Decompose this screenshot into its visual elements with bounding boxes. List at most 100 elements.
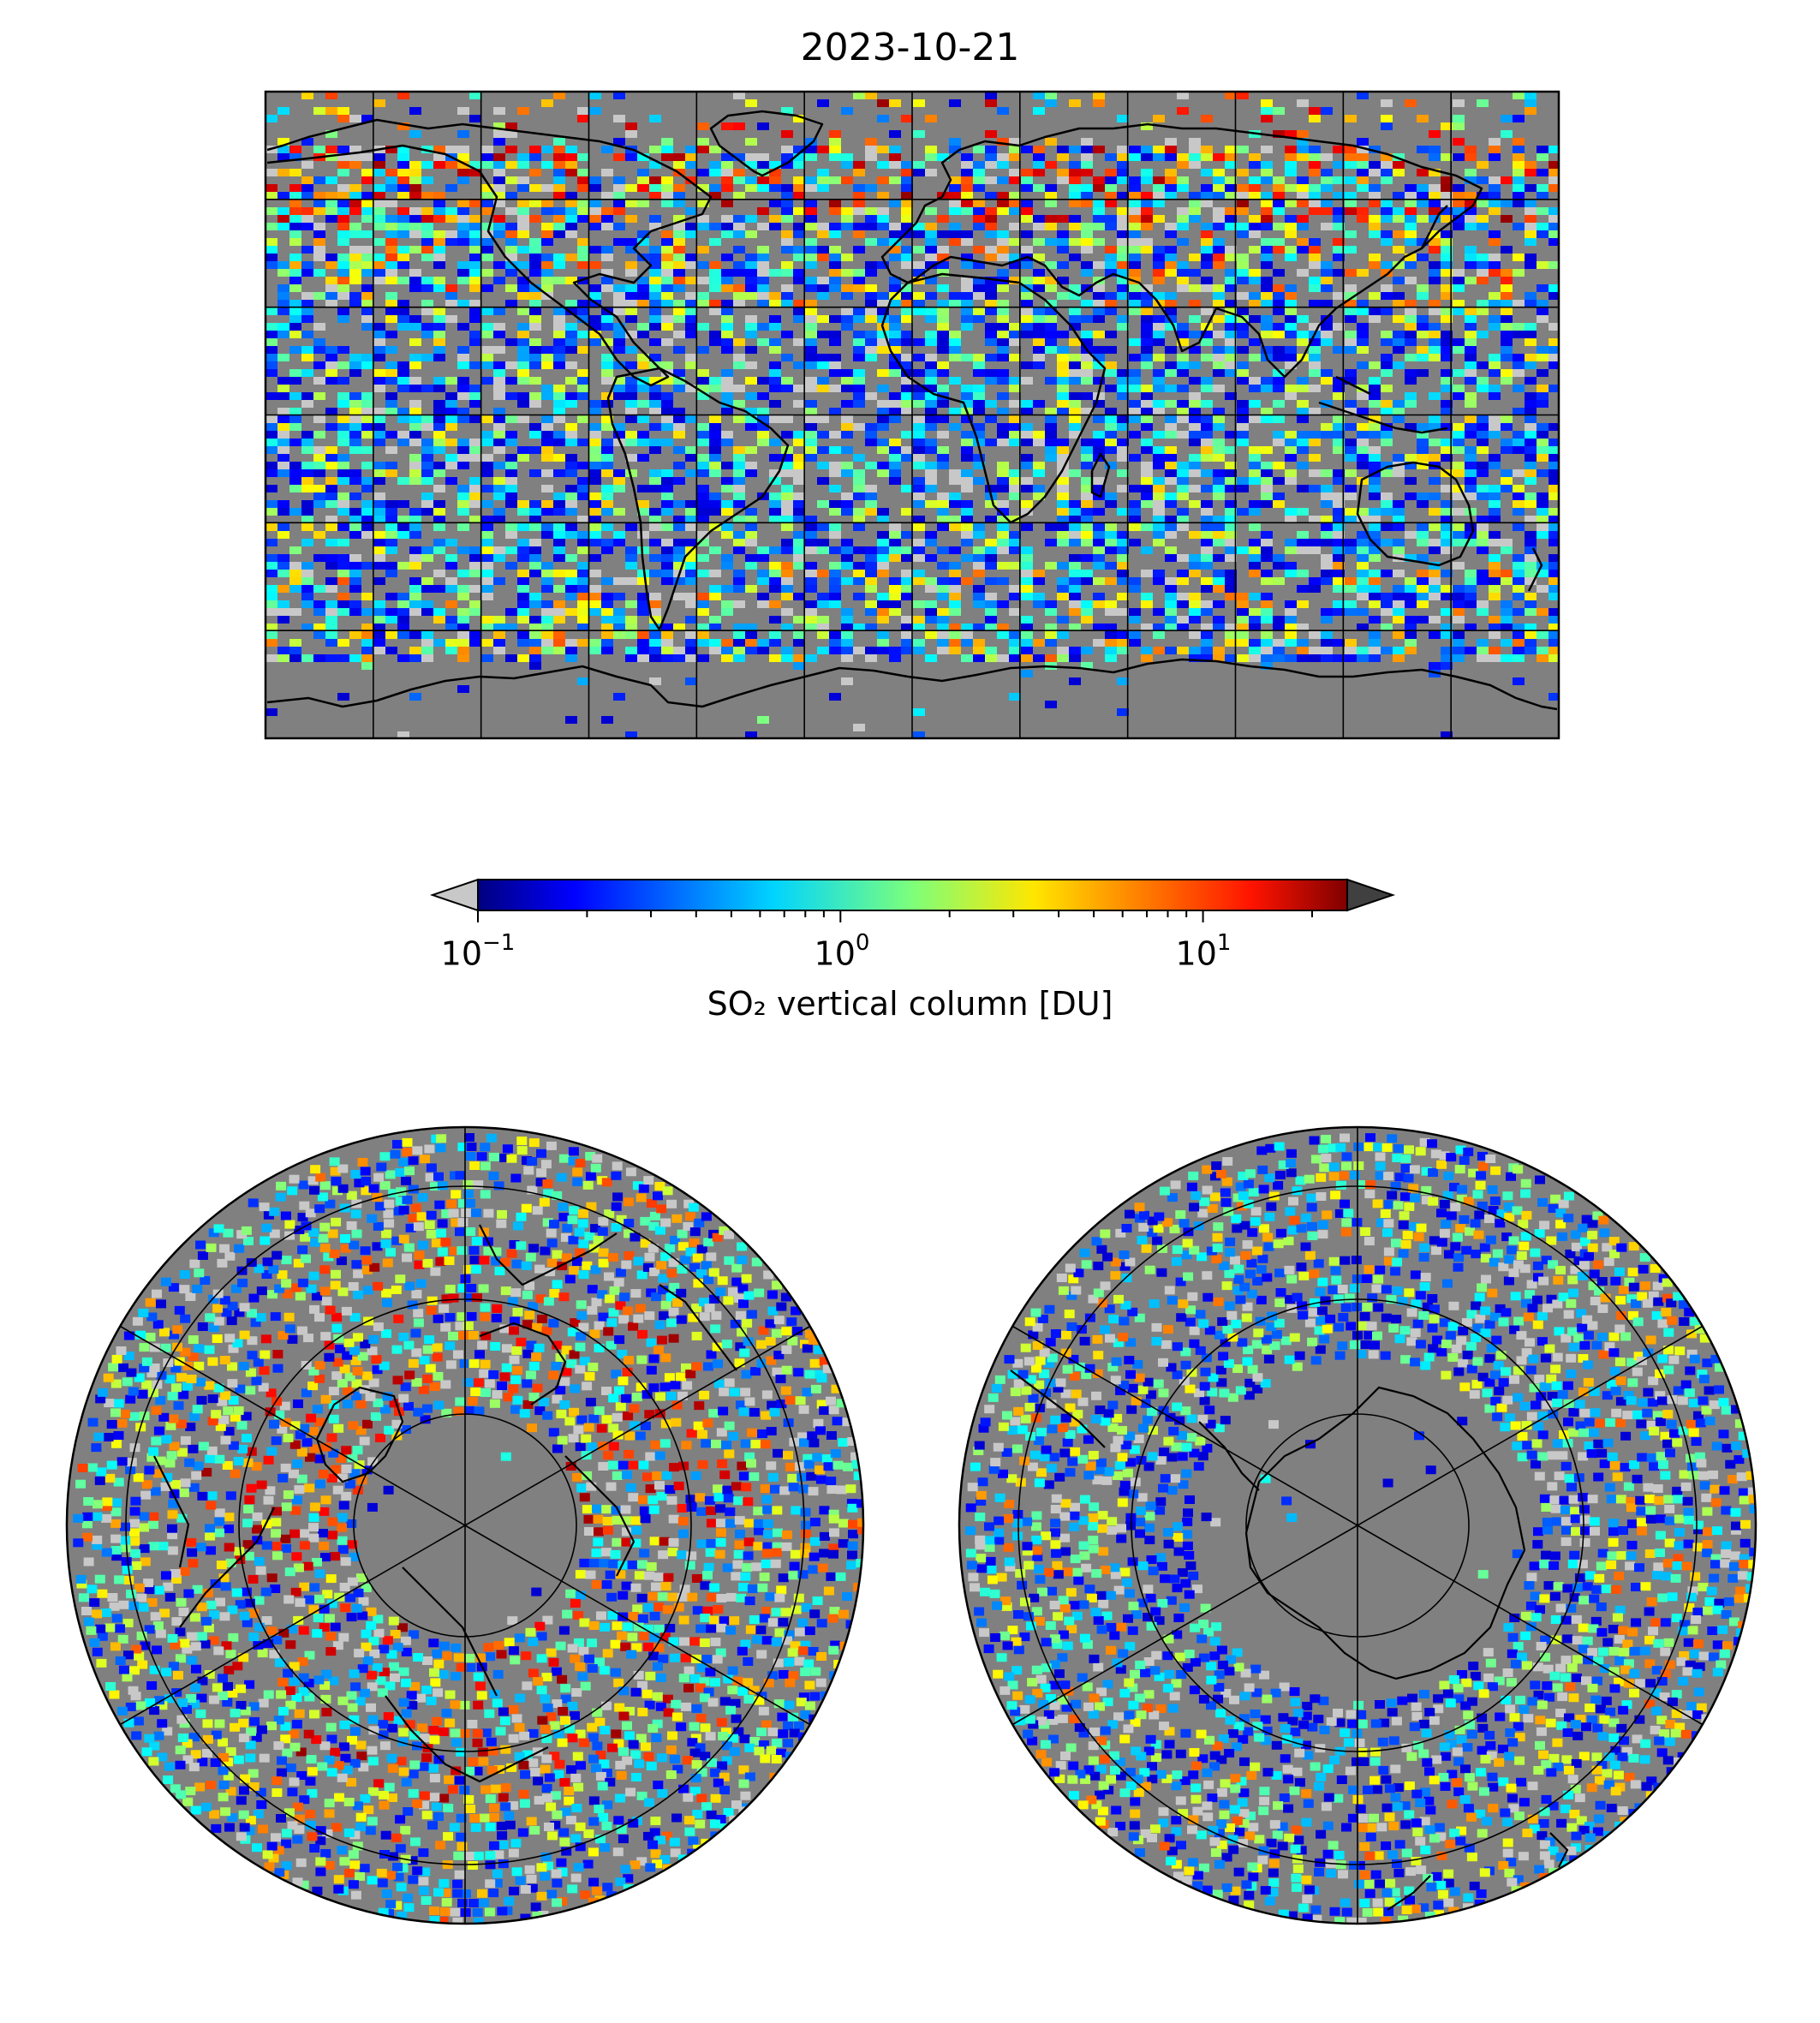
- so2-pixel: [1548, 539, 1559, 546]
- so2-pixel: [1453, 423, 1465, 431]
- so2-pixel: [1297, 192, 1309, 200]
- so2-pixel: [1249, 415, 1261, 423]
- so2-pixel: [1513, 446, 1525, 454]
- so2-pixel: [1393, 508, 1405, 516]
- so2-pixel: [853, 169, 865, 176]
- so2-pixel: [757, 161, 769, 169]
- so2-pixel: [661, 153, 673, 161]
- so2-pixel: [1177, 462, 1189, 469]
- so2-pixel: [373, 531, 385, 539]
- so2-pixel: [1333, 146, 1345, 153]
- so2-pixel: [901, 223, 913, 230]
- so2-pixel: [385, 254, 397, 261]
- so2-pixel: [1285, 300, 1297, 307]
- so2-pixel: [1213, 439, 1225, 446]
- so2-pixel: [673, 377, 685, 385]
- so2-pixel: [1153, 115, 1165, 122]
- so2-pixel: [481, 616, 493, 624]
- so2-pixel: [661, 269, 673, 277]
- so2-pixel: [1153, 431, 1165, 439]
- so2-pixel: [341, 1446, 352, 1455]
- so2-pixel: [1033, 223, 1045, 230]
- so2-pixel: [277, 138, 289, 146]
- so2-pixel: [1465, 624, 1477, 631]
- so2-pixel: [1417, 570, 1429, 577]
- so2-pixel: [949, 562, 961, 570]
- so2-pixel: [733, 261, 745, 269]
- so2-pixel: [1105, 523, 1117, 531]
- so2-pixel: [355, 1426, 367, 1435]
- so2-pixel: [409, 1630, 420, 1639]
- so2-pixel: [733, 570, 745, 577]
- so2-pixel: [517, 161, 529, 169]
- so2-pixel: [409, 176, 421, 184]
- so2-pixel: [385, 392, 397, 400]
- so2-pixel: [373, 600, 385, 608]
- so2-pixel: [373, 269, 385, 277]
- so2-pixel: [1453, 300, 1465, 307]
- so2-pixel: [805, 315, 817, 323]
- so2-pixel: [445, 392, 457, 400]
- so2-pixel: [505, 431, 517, 439]
- so2-pixel: [661, 492, 673, 500]
- so2-pixel: [565, 639, 577, 647]
- so2-pixel: [341, 1465, 352, 1473]
- so2-pixel: [385, 223, 397, 230]
- so2-pixel: [649, 677, 661, 685]
- so2-pixel: [457, 392, 469, 400]
- so2-pixel: [1165, 577, 1177, 585]
- so2-pixel: [937, 608, 949, 616]
- so2-pixel: [1369, 307, 1381, 315]
- so2-pixel: [1033, 593, 1045, 600]
- so2-pixel: [625, 130, 637, 138]
- so2-pixel: [1021, 485, 1033, 492]
- so2-pixel: [304, 1483, 315, 1493]
- so2-pixel: [1225, 361, 1237, 369]
- so2-pixel: [1237, 593, 1249, 600]
- so2-pixel: [1201, 284, 1213, 292]
- so2-pixel: [553, 254, 565, 261]
- so2-pixel: [1249, 246, 1261, 254]
- so2-pixel: [588, 1414, 600, 1423]
- so2-pixel: [429, 1382, 440, 1391]
- so2-pixel: [829, 508, 841, 516]
- so2-pixel: [328, 1448, 339, 1458]
- colorbar-ticks: [477, 910, 1313, 922]
- so2-pixel: [1261, 415, 1273, 423]
- so2-pixel: [1369, 477, 1381, 485]
- so2-pixel: [266, 423, 277, 431]
- so2-pixel: [637, 577, 649, 585]
- so2-pixel: [781, 107, 793, 115]
- so2-pixel: [649, 554, 661, 562]
- so2-pixel: [865, 261, 877, 269]
- so2-pixel: [421, 176, 433, 184]
- so2-pixel: [1249, 469, 1261, 477]
- so2-pixel: [1273, 639, 1285, 647]
- so2-pixel: [1093, 346, 1105, 354]
- so2-pixel: [1021, 292, 1033, 300]
- so2-pixel: [1405, 261, 1417, 269]
- so2-pixel: [1357, 338, 1369, 346]
- so2-pixel: [1213, 361, 1225, 369]
- so2-pixel: [829, 269, 841, 277]
- so2-pixel: [445, 161, 457, 169]
- so2-pixel: [308, 1513, 319, 1522]
- so2-pixel: [901, 192, 913, 200]
- so2-pixel: [805, 200, 817, 207]
- so2-pixel: [1261, 169, 1273, 176]
- so2-pixel: [841, 269, 853, 277]
- so2-pixel: [385, 647, 397, 654]
- so2-pixel: [325, 454, 337, 462]
- so2-pixel: [500, 1452, 511, 1461]
- so2-pixel: [625, 315, 637, 323]
- so2-pixel: [937, 500, 949, 508]
- so2-pixel: [548, 1428, 559, 1437]
- so2-pixel: [1213, 169, 1225, 176]
- so2-pixel: [661, 323, 673, 331]
- so2-pixel: [481, 439, 493, 446]
- so2-pixel: [565, 361, 577, 369]
- so2-pixel: [1537, 654, 1548, 662]
- so2-pixel: [1141, 300, 1153, 307]
- so2-pixel: [361, 1465, 373, 1475]
- so2-pixel: [1261, 238, 1273, 246]
